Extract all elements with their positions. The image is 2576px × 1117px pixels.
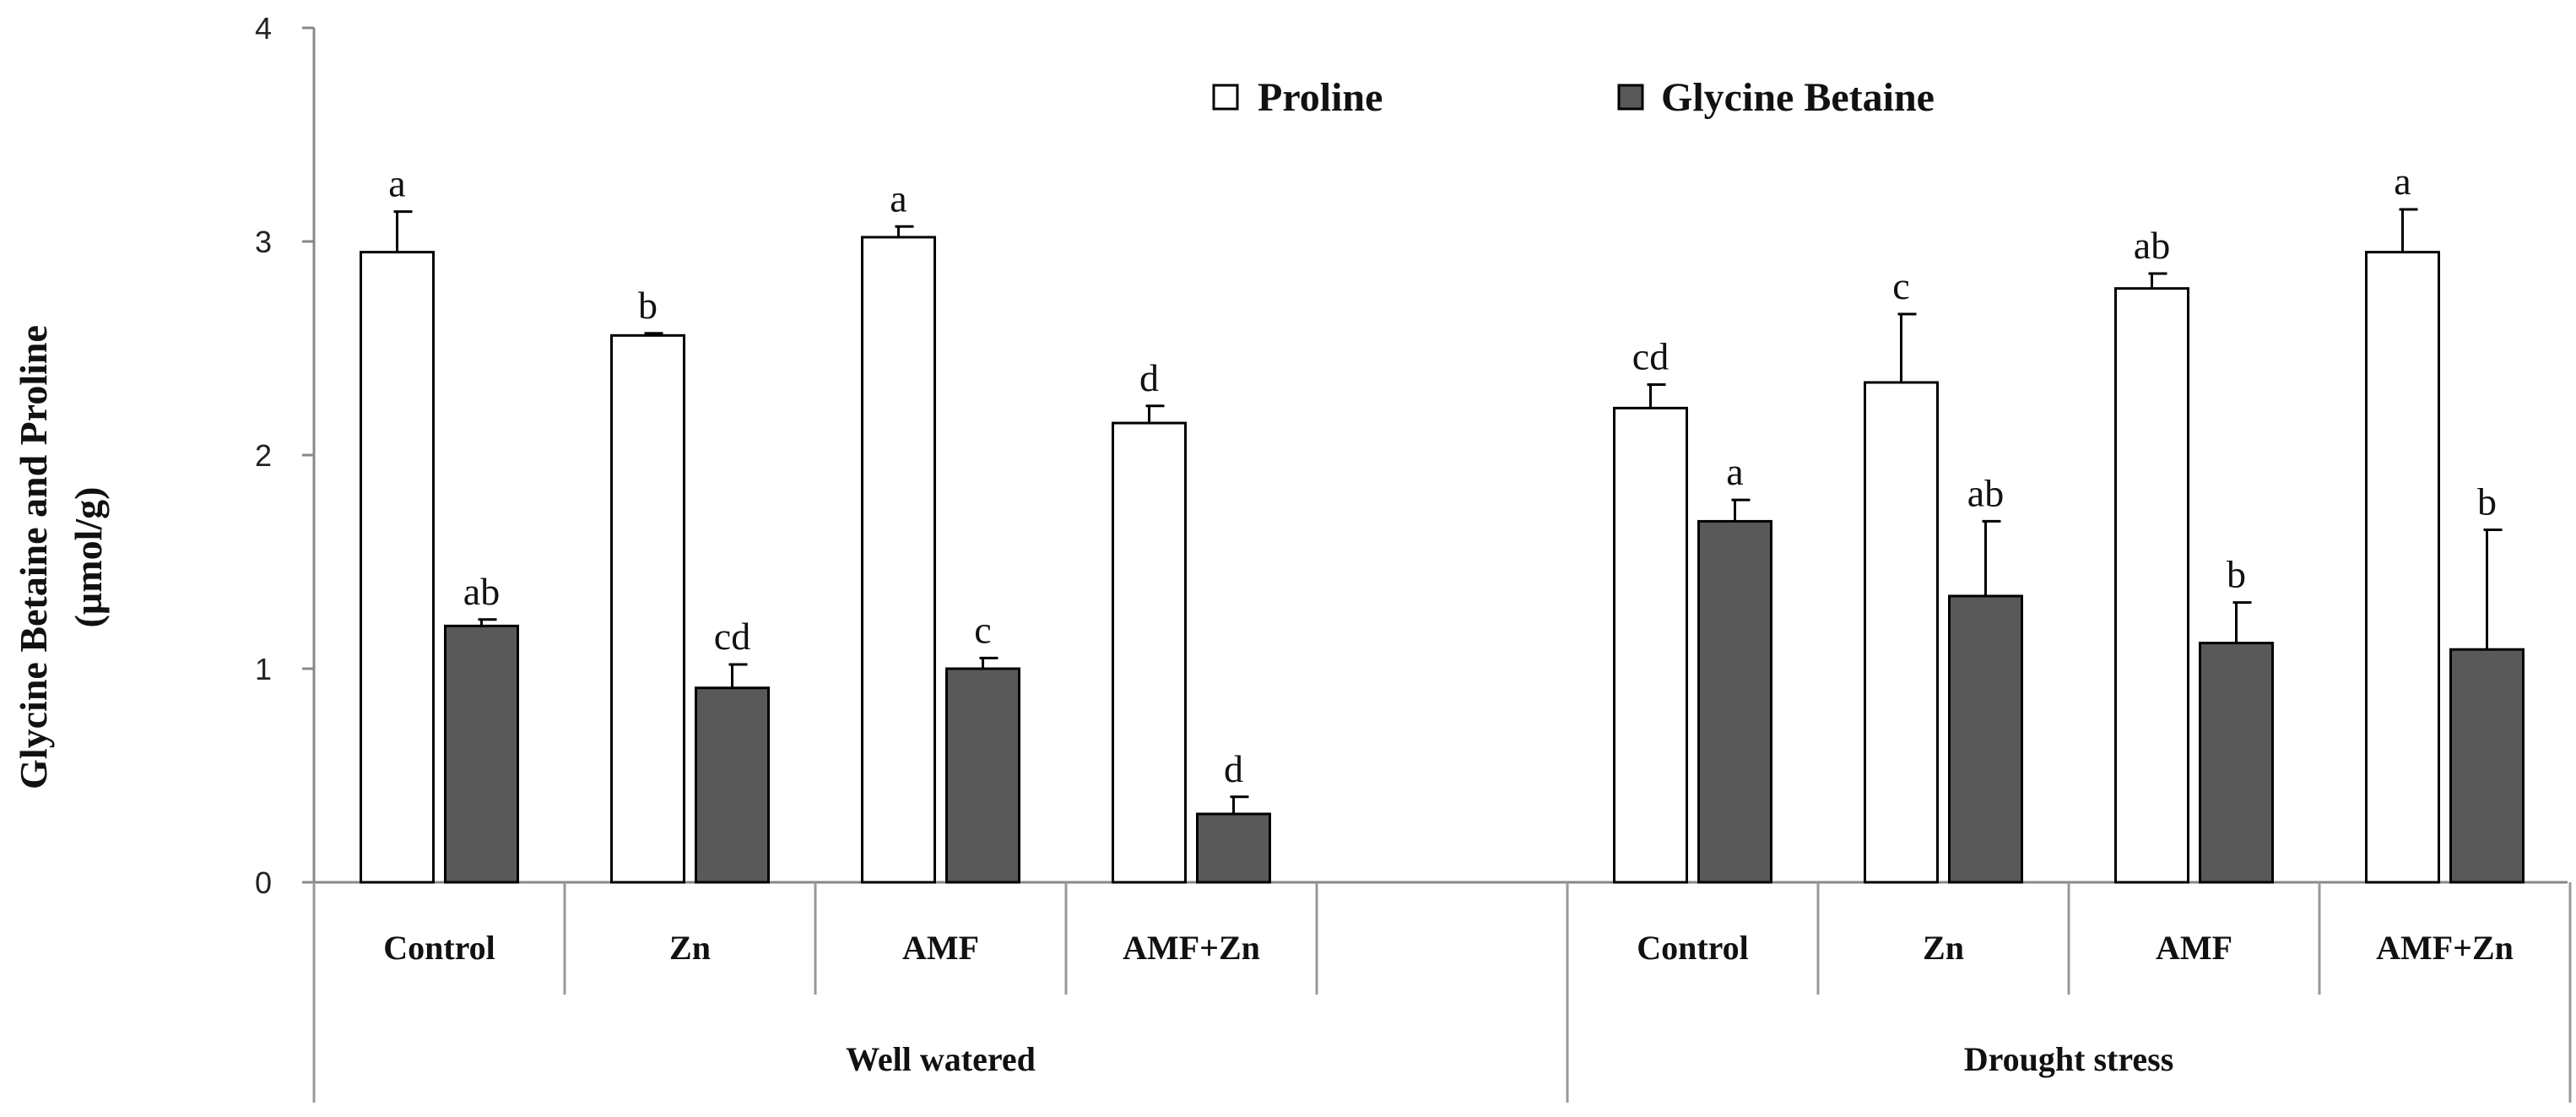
significance-letter-glycine-betaine: d: [1224, 747, 1243, 790]
bar-proline: [610, 333, 685, 884]
legend-swatch-glycine-betaine: [1617, 84, 1644, 111]
bar-glycine-betaine: [945, 667, 1020, 884]
bar-proline: [1613, 406, 1688, 884]
category-label: Zn: [669, 929, 711, 967]
group-label: Well watered: [846, 1040, 1036, 1078]
significance-letter-proline: cd: [1632, 335, 1669, 378]
bar-glycine-betaine: [1697, 519, 1772, 884]
bar-glycine-betaine: [444, 624, 519, 884]
significance-letter-proline: a: [388, 162, 405, 205]
bar-glycine-betaine: [1196, 812, 1271, 884]
significance-letter-glycine-betaine: b: [2227, 553, 2246, 596]
bar-glycine-betaine: [695, 686, 770, 884]
bar-proline: [2365, 251, 2440, 884]
significance-letter-proline: ab: [2134, 224, 2170, 267]
significance-letter-proline: a: [890, 176, 906, 220]
bar-proline: [2114, 287, 2189, 884]
y-axis-label-units: (µmol/g): [67, 486, 110, 627]
bar-proline: [1112, 421, 1187, 884]
significance-letter-proline: b: [638, 284, 658, 327]
significance-letter-glycine-betaine: c: [974, 608, 991, 651]
y-axis-label: Glycine Betaine and Proline: [12, 325, 55, 789]
y-tick-label: 1: [255, 652, 272, 686]
legend-label-proline: Proline: [1258, 75, 1383, 120]
category-label: AMF: [2156, 929, 2232, 967]
significance-letter-glycine-betaine: ab: [463, 570, 500, 613]
category-label: AMF+Zn: [1123, 929, 1260, 967]
significance-letter-proline: a: [2394, 160, 2411, 203]
category-label: AMF+Zn: [2376, 929, 2514, 967]
significance-letter-glycine-betaine: a: [1726, 450, 1743, 493]
bar-glycine-betaine: [1948, 594, 2023, 884]
category-label: Control: [383, 929, 495, 967]
significance-letter-proline: d: [1139, 356, 1159, 399]
bar-proline: [360, 251, 435, 884]
group-label: Drought stress: [1964, 1040, 2174, 1078]
bar-glycine-betaine: [2449, 648, 2525, 884]
significance-letter-glycine-betaine: ab: [1967, 471, 2004, 514]
bar-glycine-betaine: [2199, 642, 2274, 884]
y-tick-label: 2: [255, 438, 272, 473]
legend-label-glycine-betaine: Glycine Betaine: [1661, 75, 1935, 120]
y-tick-label: 3: [255, 225, 272, 259]
significance-letter-glycine-betaine: cd: [714, 615, 750, 658]
category-label: Control: [1637, 929, 1749, 967]
significance-letter-glycine-betaine: b: [2477, 480, 2497, 523]
bar-proline: [861, 236, 936, 884]
y-tick-label: 0: [255, 865, 272, 900]
category-label: AMF: [902, 929, 979, 967]
category-label: Zn: [1923, 929, 1964, 967]
significance-letter-proline: c: [1892, 264, 1909, 307]
y-tick-label: 4: [255, 11, 272, 46]
legend-swatch-proline: [1212, 84, 1239, 111]
bar-proline: [1864, 381, 1939, 884]
